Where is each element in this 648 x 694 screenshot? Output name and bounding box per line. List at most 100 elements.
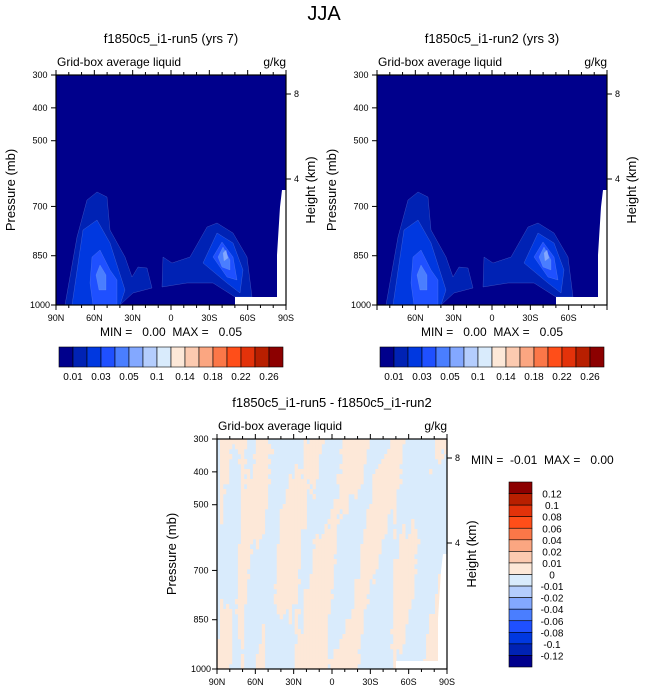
contour-fill-positive xyxy=(393,514,397,520)
contour-fill-positive xyxy=(318,439,322,445)
contour-fill-positive xyxy=(288,524,292,530)
contour-fill-positive xyxy=(225,454,230,460)
contour-fill-positive xyxy=(315,649,319,655)
contour-fill-positive xyxy=(342,664,346,670)
contour-fill-positive xyxy=(312,464,316,470)
contour-fill-positive xyxy=(237,584,242,590)
contour-fill-positive xyxy=(381,509,385,515)
contour-fill-level-5 xyxy=(222,249,229,262)
contour-fill-positive xyxy=(324,579,328,585)
contour-fill-positive xyxy=(351,629,355,635)
contour-fill-positive xyxy=(336,509,340,515)
contour-fill-positive xyxy=(246,509,251,515)
contour-fill-positive xyxy=(228,634,233,640)
contour-fill-positive xyxy=(225,464,230,470)
contour-fill-positive xyxy=(438,454,442,460)
contour-fill-positive xyxy=(258,519,263,525)
contour-fill-positive xyxy=(396,639,400,645)
contour-fill-positive xyxy=(354,649,358,655)
contour-fill-positive xyxy=(336,519,340,525)
contour-fill-positive xyxy=(258,439,263,445)
contour-fill-positive xyxy=(309,614,313,620)
contour-fill-positive xyxy=(297,629,301,635)
contour-fill-positive xyxy=(315,619,319,625)
contour-fill-positive xyxy=(342,654,346,660)
contour-fill-positive xyxy=(217,649,221,655)
contour-fill-positive xyxy=(312,644,316,650)
contour-fill-positive xyxy=(312,484,316,490)
contour-fill-positive xyxy=(321,649,325,655)
contour-fill-positive xyxy=(297,554,301,560)
contour-fill-positive xyxy=(357,589,361,595)
contour-fill-positive xyxy=(429,644,433,650)
contour-fill-positive xyxy=(222,609,227,615)
contour-fill-positive xyxy=(411,574,415,580)
contour-fill-positive xyxy=(432,654,436,660)
contour-fill-positive xyxy=(252,504,257,510)
contour-fill-positive xyxy=(354,479,358,485)
contour-fill-positive xyxy=(411,554,415,560)
contour-fill-positive xyxy=(243,539,248,545)
contour-fill-positive xyxy=(405,619,409,625)
contour-fill-positive xyxy=(318,549,322,555)
contour-fill-positive xyxy=(444,449,448,455)
contour-fill-positive xyxy=(285,519,289,525)
contour-fill-positive xyxy=(261,444,266,450)
contour-fill-positive xyxy=(354,464,358,470)
contour-fill-positive xyxy=(384,459,388,465)
contour-fill-positive xyxy=(294,554,298,560)
y-tick-label: 850 xyxy=(353,251,368,261)
contour-fill-positive xyxy=(345,484,349,490)
contour-fill-positive xyxy=(222,459,227,465)
contour-fill-positive xyxy=(312,589,316,595)
contour-fill-positive xyxy=(219,664,224,670)
contour-fill-positive xyxy=(360,549,364,555)
contour-fill-positive xyxy=(399,584,403,590)
contour-fill-positive xyxy=(222,629,227,635)
colorbar-box xyxy=(575,346,591,368)
contour-fill-positive xyxy=(264,494,269,500)
contour-fill-positive xyxy=(408,594,412,600)
contour-fill-positive xyxy=(351,464,355,470)
contour-fill-positive xyxy=(342,459,346,465)
contour-fill-positive xyxy=(297,474,301,480)
contour-fill-positive xyxy=(303,514,307,520)
colorbar-label: 0.01 xyxy=(384,372,404,383)
contour-fill-positive xyxy=(345,459,349,465)
contour-fill-positive xyxy=(399,479,403,485)
contour-fill-positive xyxy=(381,514,385,520)
contour-fill-positive xyxy=(303,599,307,605)
contour-fill-positive xyxy=(333,529,337,535)
contour-fill-positive xyxy=(366,574,370,580)
contour-fill-positive xyxy=(261,469,266,475)
contour-fill-positive xyxy=(294,534,298,540)
contour-fill-positive xyxy=(372,509,376,515)
contour-fill-positive xyxy=(327,609,331,615)
contour-fill-positive xyxy=(243,499,248,505)
contour-fill-positive xyxy=(378,544,382,550)
contour-fill-positive xyxy=(288,579,292,585)
contour-fill-positive xyxy=(357,639,361,645)
contour-fill-positive xyxy=(291,489,295,495)
contour-fill-positive xyxy=(261,449,266,455)
contour-fill-positive xyxy=(330,559,334,565)
contour-fill-positive xyxy=(228,654,233,660)
contour-fill-positive xyxy=(240,554,245,560)
contour-fill-positive xyxy=(243,529,248,535)
contour-fill-positive xyxy=(240,544,245,550)
contour-fill-positive xyxy=(291,549,295,555)
contour-fill-positive xyxy=(315,599,319,605)
contour-fill-positive xyxy=(219,654,224,660)
contour-fill-positive xyxy=(225,449,230,455)
contour-fill-positive xyxy=(306,639,310,645)
contour-fill-positive xyxy=(261,624,266,630)
contour-fill-positive xyxy=(345,659,349,665)
contour-fill-positive xyxy=(288,584,292,590)
contour-fill-positive xyxy=(390,504,394,510)
contour-fill-positive xyxy=(360,624,364,630)
y2-axis-label: Height (km) xyxy=(464,520,479,587)
contour-fill-level-5 xyxy=(543,249,550,262)
contour-fill-positive xyxy=(333,514,337,520)
contour-fill-positive xyxy=(318,654,322,660)
contour-fill-positive xyxy=(384,479,388,485)
